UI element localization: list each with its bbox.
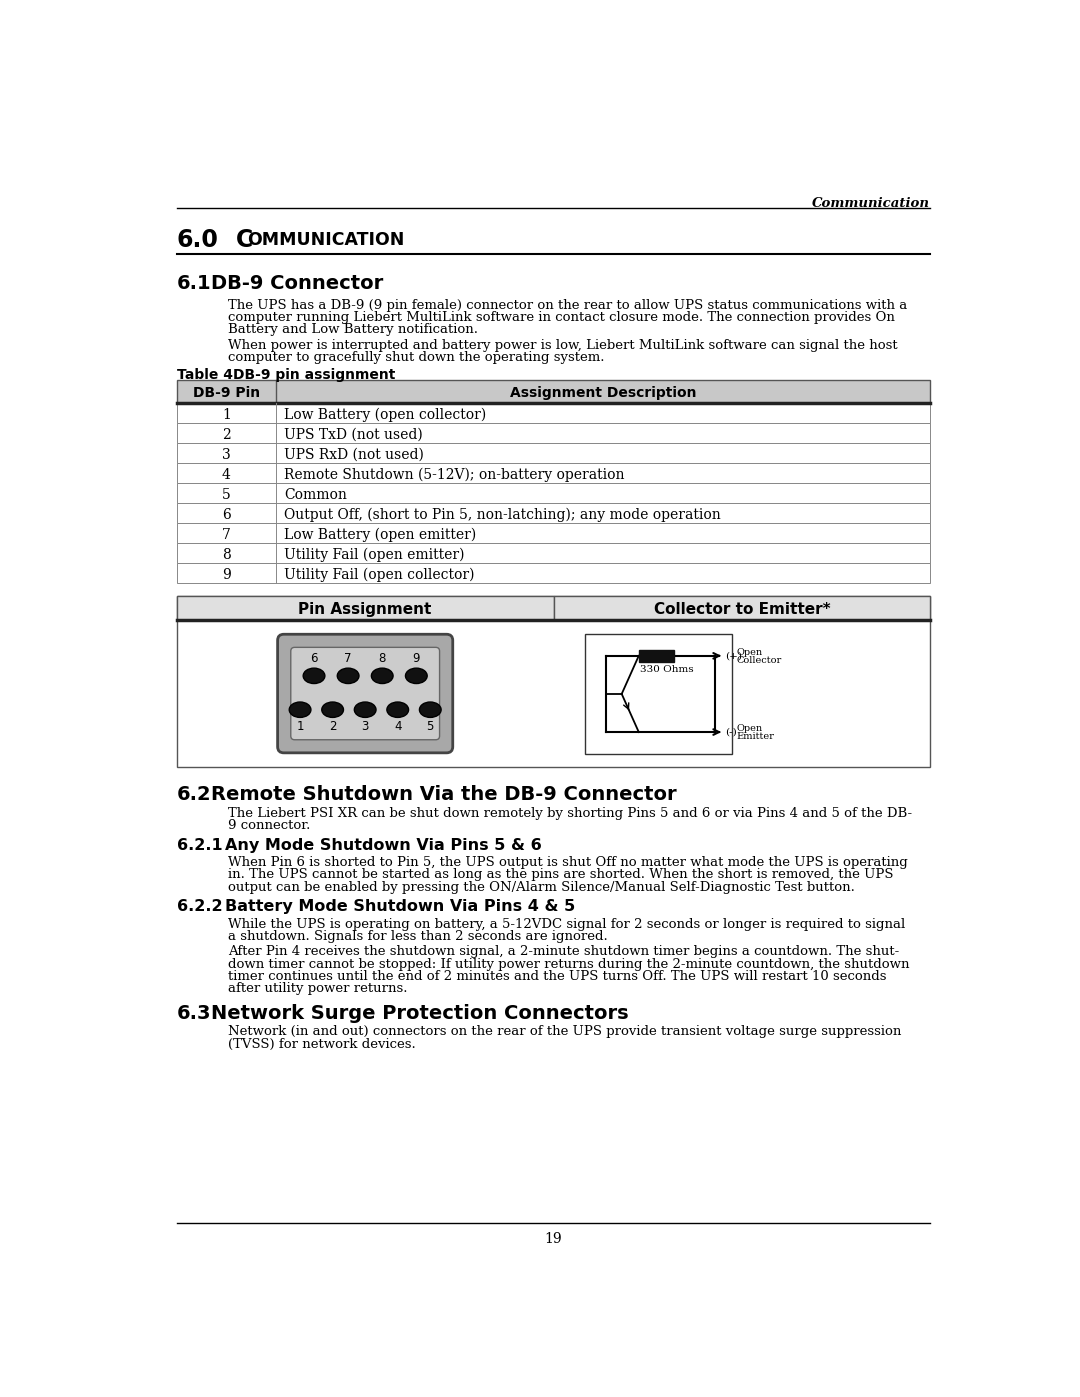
Text: 9: 9 bbox=[222, 569, 231, 583]
Text: output can be enabled by pressing the ON/Alarm Silence/Manual Self-Diagnostic Te: output can be enabled by pressing the ON… bbox=[228, 880, 855, 894]
Text: The Liebert PSI XR can be shut down remotely by shorting Pins 5 and 6 or via Pin: The Liebert PSI XR can be shut down remo… bbox=[228, 806, 913, 820]
Text: Low Battery (open emitter): Low Battery (open emitter) bbox=[284, 528, 476, 542]
Text: OMMUNICATION: OMMUNICATION bbox=[247, 231, 405, 249]
Bar bbox=[177, 595, 930, 767]
Text: 4: 4 bbox=[222, 468, 231, 482]
Bar bbox=[177, 443, 930, 464]
Text: Utility Fail (open emitter): Utility Fail (open emitter) bbox=[284, 548, 464, 563]
Text: The UPS has a DB-9 (9 pin female) connector on the rear to allow UPS status comm: The UPS has a DB-9 (9 pin female) connec… bbox=[228, 299, 907, 312]
Text: 6: 6 bbox=[222, 509, 231, 522]
Text: Utility Fail (open collector): Utility Fail (open collector) bbox=[284, 569, 474, 583]
Ellipse shape bbox=[405, 668, 428, 683]
Bar bbox=[177, 595, 554, 620]
Text: 9: 9 bbox=[413, 652, 420, 665]
Text: (+): (+) bbox=[726, 651, 743, 661]
Text: Communication: Communication bbox=[812, 197, 930, 210]
Text: computer running Liebert MultiLink software in contact closure mode. The connect: computer running Liebert MultiLink softw… bbox=[228, 312, 895, 324]
Text: When power is interrupted and battery power is low, Liebert MultiLink software c: When power is interrupted and battery po… bbox=[228, 338, 897, 352]
Text: 2: 2 bbox=[222, 427, 231, 441]
Text: 6.0: 6.0 bbox=[177, 228, 219, 251]
Text: 1: 1 bbox=[296, 719, 303, 733]
Text: 7: 7 bbox=[345, 652, 352, 665]
Bar bbox=[177, 524, 930, 543]
Text: 4: 4 bbox=[394, 719, 402, 733]
Text: Any Mode Shutdown Via Pins 5 & 6: Any Mode Shutdown Via Pins 5 & 6 bbox=[225, 838, 542, 852]
Text: Remote Shutdown (5-12V); on-battery operation: Remote Shutdown (5-12V); on-battery oper… bbox=[284, 468, 624, 482]
Text: 6.3: 6.3 bbox=[177, 1004, 212, 1023]
Text: Table 4: Table 4 bbox=[177, 367, 233, 381]
Text: Low Battery (open collector): Low Battery (open collector) bbox=[284, 408, 486, 422]
Text: (-): (-) bbox=[726, 728, 738, 736]
Text: DB-9 Pin: DB-9 Pin bbox=[193, 386, 260, 400]
Text: (TVSS) for network devices.: (TVSS) for network devices. bbox=[228, 1038, 416, 1051]
Ellipse shape bbox=[387, 703, 408, 718]
Text: Battery and Low Battery notification.: Battery and Low Battery notification. bbox=[228, 323, 478, 337]
Text: Network (in and out) connectors on the rear of the UPS provide transient voltage: Network (in and out) connectors on the r… bbox=[228, 1025, 902, 1038]
Ellipse shape bbox=[289, 703, 311, 718]
Text: Remote Shutdown Via the DB-9 Connector: Remote Shutdown Via the DB-9 Connector bbox=[211, 785, 676, 805]
Text: 8: 8 bbox=[222, 548, 231, 562]
Text: computer to gracefully shut down the operating system.: computer to gracefully shut down the ope… bbox=[228, 351, 605, 363]
Bar bbox=[177, 464, 930, 483]
Text: 6.2.1: 6.2.1 bbox=[177, 838, 222, 852]
Text: 9 connector.: 9 connector. bbox=[228, 819, 310, 833]
Bar bbox=[177, 543, 930, 563]
Text: Emitter: Emitter bbox=[737, 732, 774, 740]
Text: 330 Ohms: 330 Ohms bbox=[640, 665, 694, 675]
Text: DB-9 pin assignment: DB-9 pin assignment bbox=[233, 367, 395, 381]
Text: 8: 8 bbox=[378, 652, 386, 665]
Text: 2: 2 bbox=[329, 719, 336, 733]
Text: DB-9 Connector: DB-9 Connector bbox=[211, 274, 383, 293]
Ellipse shape bbox=[337, 668, 359, 683]
Text: 5: 5 bbox=[427, 719, 434, 733]
Text: Common: Common bbox=[284, 488, 347, 502]
Bar bbox=[177, 503, 930, 524]
Text: after utility power returns.: after utility power returns. bbox=[228, 982, 407, 995]
Bar bbox=[584, 634, 732, 753]
Text: 3: 3 bbox=[362, 719, 369, 733]
Text: 3: 3 bbox=[222, 448, 231, 462]
Bar bbox=[638, 650, 674, 662]
Text: Open: Open bbox=[737, 648, 762, 657]
Text: UPS TxD (not used): UPS TxD (not used) bbox=[284, 427, 422, 441]
Text: 6.1: 6.1 bbox=[177, 274, 212, 293]
Ellipse shape bbox=[372, 668, 393, 683]
Text: Collector: Collector bbox=[737, 655, 782, 665]
Ellipse shape bbox=[303, 668, 325, 683]
Text: While the UPS is operating on battery, a 5-12VDC signal for 2 seconds or longer : While the UPS is operating on battery, a… bbox=[228, 918, 905, 930]
Text: 6: 6 bbox=[310, 652, 318, 665]
Text: Battery Mode Shutdown Via Pins 4 & 5: Battery Mode Shutdown Via Pins 4 & 5 bbox=[225, 900, 576, 914]
Ellipse shape bbox=[354, 703, 376, 718]
Text: Assignment Description: Assignment Description bbox=[510, 386, 697, 400]
Bar bbox=[554, 595, 930, 620]
Bar bbox=[177, 483, 930, 503]
Text: Open: Open bbox=[737, 725, 762, 733]
Text: Output Off, (short to Pin 5, non-latching); any mode operation: Output Off, (short to Pin 5, non-latchin… bbox=[284, 509, 720, 522]
Text: After Pin 4 receives the shutdown signal, a 2-minute shutdown timer begins a cou: After Pin 4 receives the shutdown signal… bbox=[228, 946, 900, 958]
Text: in. The UPS cannot be started as long as the pins are shorted. When the short is: in. The UPS cannot be started as long as… bbox=[228, 869, 893, 882]
Text: Network Surge Protection Connectors: Network Surge Protection Connectors bbox=[211, 1004, 629, 1023]
Text: When Pin 6 is shorted to Pin 5, the UPS output is shut Off no matter what mode t: When Pin 6 is shorted to Pin 5, the UPS … bbox=[228, 856, 908, 869]
Text: UPS RxD (not used): UPS RxD (not used) bbox=[284, 448, 423, 462]
FancyBboxPatch shape bbox=[291, 647, 440, 740]
Text: 5: 5 bbox=[222, 488, 231, 502]
Bar bbox=[177, 423, 930, 443]
Text: timer continues until the end of 2 minutes and the UPS turns Off. The UPS will r: timer continues until the end of 2 minut… bbox=[228, 970, 887, 983]
Ellipse shape bbox=[322, 703, 343, 718]
Text: Pin Assignment: Pin Assignment bbox=[298, 602, 432, 617]
Text: down timer cannot be stopped: If utility power returns during the 2-minute count: down timer cannot be stopped: If utility… bbox=[228, 958, 909, 971]
Text: 1: 1 bbox=[222, 408, 231, 422]
Text: C: C bbox=[235, 228, 253, 251]
Text: Collector to Emitter*: Collector to Emitter* bbox=[653, 602, 831, 617]
Text: 6.2.2: 6.2.2 bbox=[177, 900, 222, 914]
Ellipse shape bbox=[419, 703, 441, 718]
Bar bbox=[177, 404, 930, 423]
Text: 19: 19 bbox=[544, 1232, 563, 1246]
Text: 7: 7 bbox=[222, 528, 231, 542]
FancyBboxPatch shape bbox=[278, 634, 453, 753]
Bar bbox=[177, 563, 930, 584]
Text: a shutdown. Signals for less than 2 seconds are ignored.: a shutdown. Signals for less than 2 seco… bbox=[228, 930, 608, 943]
Text: 6.2: 6.2 bbox=[177, 785, 212, 805]
Bar bbox=[177, 380, 930, 404]
